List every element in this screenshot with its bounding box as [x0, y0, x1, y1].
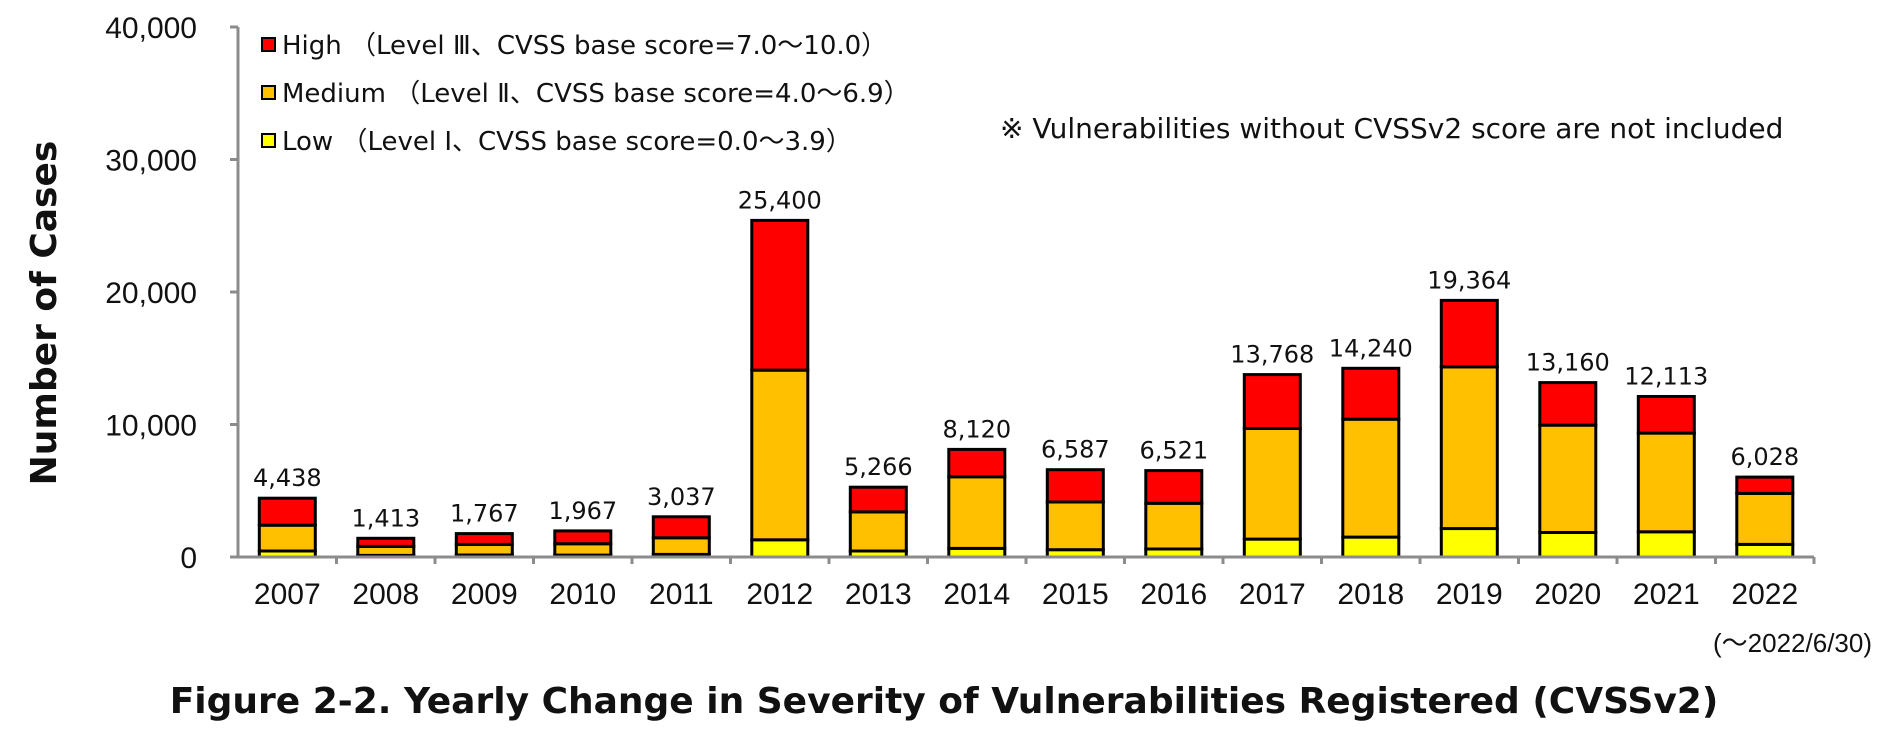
bar-medium-2016 [1144, 501, 1204, 551]
x-tick-label-2015: 2015 [1042, 578, 1109, 611]
bar-medium-2019 [1439, 365, 1499, 531]
x-tick-label-2012: 2012 [746, 578, 813, 611]
total-label-2008: 1,413 [351, 504, 420, 532]
bar-high-2008 [356, 536, 416, 548]
bar-low-2021 [1636, 530, 1696, 559]
y-tick-label-30000: 30,000 [105, 145, 197, 178]
total-label-2020: 13,160 [1526, 349, 1610, 377]
x-tick-label-2007: 2007 [254, 578, 321, 611]
x-tick-label-2010: 2010 [549, 578, 616, 611]
total-label-2013: 5,266 [844, 453, 913, 481]
bar-medium-2013 [848, 510, 908, 553]
bar-high-2022 [1735, 475, 1795, 495]
total-label-2010: 1,967 [548, 497, 617, 525]
bar-high-2018 [1341, 366, 1401, 421]
bar-medium-2017 [1242, 427, 1302, 541]
x-tick-label-2019: 2019 [1436, 578, 1503, 611]
x-tick-label-2011: 2011 [649, 578, 714, 611]
bar-medium-2009 [454, 542, 514, 557]
bar-low-2017 [1242, 537, 1302, 559]
bar-medium-2011 [651, 536, 711, 556]
y-tick-label-40000: 40,000 [105, 12, 197, 45]
x-tick-label-2021: 2021 [1633, 578, 1700, 611]
bar-medium-2021 [1636, 431, 1696, 534]
total-label-2021: 12,113 [1624, 363, 1708, 391]
total-label-2014: 8,120 [942, 415, 1011, 443]
bar-medium-2018 [1341, 417, 1401, 539]
bar-low-2022 [1735, 542, 1795, 559]
bar-high-2014 [947, 447, 1007, 479]
legend-label-medium: Medium （Level Ⅱ、CVSS base score=4.0～6.9） [282, 79, 910, 109]
date-range-label: (～2022/6/30) [1713, 628, 1872, 658]
bar-medium-2020 [1538, 423, 1598, 535]
total-label-2015: 6,587 [1041, 436, 1110, 464]
bar-high-2010 [553, 529, 613, 546]
bar-medium-2007 [257, 523, 317, 553]
bar-high-2019 [1439, 298, 1499, 369]
total-label-2016: 6,521 [1139, 437, 1208, 465]
figure-caption: Figure 2-2. Yearly Change in Severity of… [170, 681, 1719, 722]
bar-high-2012 [750, 218, 810, 372]
bar-low-2020 [1538, 531, 1598, 559]
bar-high-2007 [257, 496, 317, 527]
bars-layer [257, 218, 1795, 559]
x-tick-label-2018: 2018 [1337, 578, 1404, 611]
bar-high-2020 [1538, 381, 1598, 427]
legend-swatch-medium [261, 85, 276, 100]
y-tick-label-20000: 20,000 [105, 277, 197, 310]
y-tick-label-0: 0 [180, 542, 197, 575]
total-label-2019: 19,364 [1427, 266, 1511, 294]
x-tick-label-2013: 2013 [845, 578, 912, 611]
bar-medium-2015 [1045, 500, 1105, 552]
labels-layer: 4,438 2007 1,413 2008 1,767 2009 1,967 2010 3,03… [105, 12, 1799, 611]
bar-high-2011 [651, 515, 711, 540]
bar-low-2019 [1439, 527, 1499, 559]
total-label-2018: 14,240 [1329, 334, 1413, 362]
bar-high-2017 [1242, 373, 1302, 431]
x-tick-label-2017: 2017 [1239, 578, 1306, 611]
x-tick-label-2008: 2008 [352, 578, 419, 611]
legend-label-high: High （Level Ⅲ、CVSS base score=7.0～10.0） [282, 31, 887, 61]
total-label-2007: 4,438 [253, 464, 322, 492]
bar-medium-2014 [947, 475, 1007, 550]
y-tick-label-10000: 10,000 [105, 410, 197, 443]
bar-medium-2010 [553, 542, 613, 557]
total-label-2012: 25,400 [738, 186, 822, 214]
total-label-2011: 3,037 [647, 483, 716, 511]
bar-medium-2022 [1735, 491, 1795, 546]
y-axis-label: Number of Cases [24, 141, 65, 486]
x-tick-label-2009: 2009 [451, 578, 518, 611]
legend: High （Level Ⅲ、CVSS base score=7.0～10.0） M… [261, 31, 910, 157]
x-tick-label-2022: 2022 [1731, 578, 1798, 611]
legend-swatch-low [261, 133, 276, 148]
bar-medium-2012 [750, 368, 810, 542]
total-label-2017: 13,768 [1230, 341, 1314, 369]
x-tick-label-2020: 2020 [1534, 578, 1601, 611]
legend-label-low: Low （Level Ⅰ、CVSS base score=0.0～3.9） [282, 127, 852, 157]
bar-high-2015 [1045, 468, 1105, 504]
total-label-2022: 6,028 [1730, 443, 1799, 471]
legend-swatch-high [261, 37, 276, 52]
bar-low-2018 [1341, 535, 1401, 559]
bar-high-2013 [848, 485, 908, 514]
total-label-2009: 1,767 [450, 500, 519, 528]
bar-high-2016 [1144, 469, 1204, 505]
x-tick-label-2016: 2016 [1140, 578, 1207, 611]
bar-high-2021 [1636, 395, 1696, 435]
x-tick-label-2014: 2014 [943, 578, 1010, 611]
chart-note: ※ Vulnerabilities without CVSSv2 score a… [1000, 112, 1783, 145]
bar-high-2009 [454, 532, 514, 546]
bar-low-2012 [750, 538, 810, 559]
axes-layer [230, 25, 1816, 564]
